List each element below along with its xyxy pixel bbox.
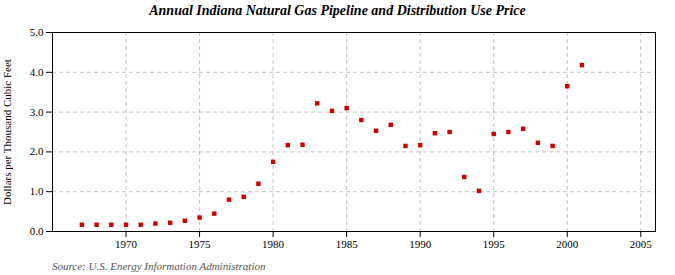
svg-text:1970: 1970 <box>115 238 138 250</box>
svg-text:1980: 1980 <box>262 238 285 250</box>
svg-text:2.0: 2.0 <box>30 145 44 157</box>
svg-text:1.0: 1.0 <box>30 185 44 197</box>
svg-text:0.0: 0.0 <box>30 225 44 237</box>
svg-text:2000: 2000 <box>556 238 579 250</box>
svg-text:4.0: 4.0 <box>30 66 44 78</box>
svg-text:Dollars per Thousand Cubic Fee: Dollars per Thousand Cubic Feet <box>1 59 13 205</box>
svg-text:1975: 1975 <box>189 238 212 250</box>
html-text:Annual Indiana Natural Gas Pip: Annual Indiana Natural Gas Pipeline and … <box>149 3 526 18</box>
svg-text:2005: 2005 <box>630 238 653 250</box>
html-text:Source: U.S. Energy Informatio: Source: U.S. Energy Information Administ… <box>52 260 266 272</box>
svg-text:1995: 1995 <box>483 238 506 250</box>
svg-text:1990: 1990 <box>409 238 432 250</box>
svg-text:5.0: 5.0 <box>30 26 44 38</box>
svg-text:3.0: 3.0 <box>30 106 44 118</box>
svg-text:1985: 1985 <box>336 238 359 250</box>
